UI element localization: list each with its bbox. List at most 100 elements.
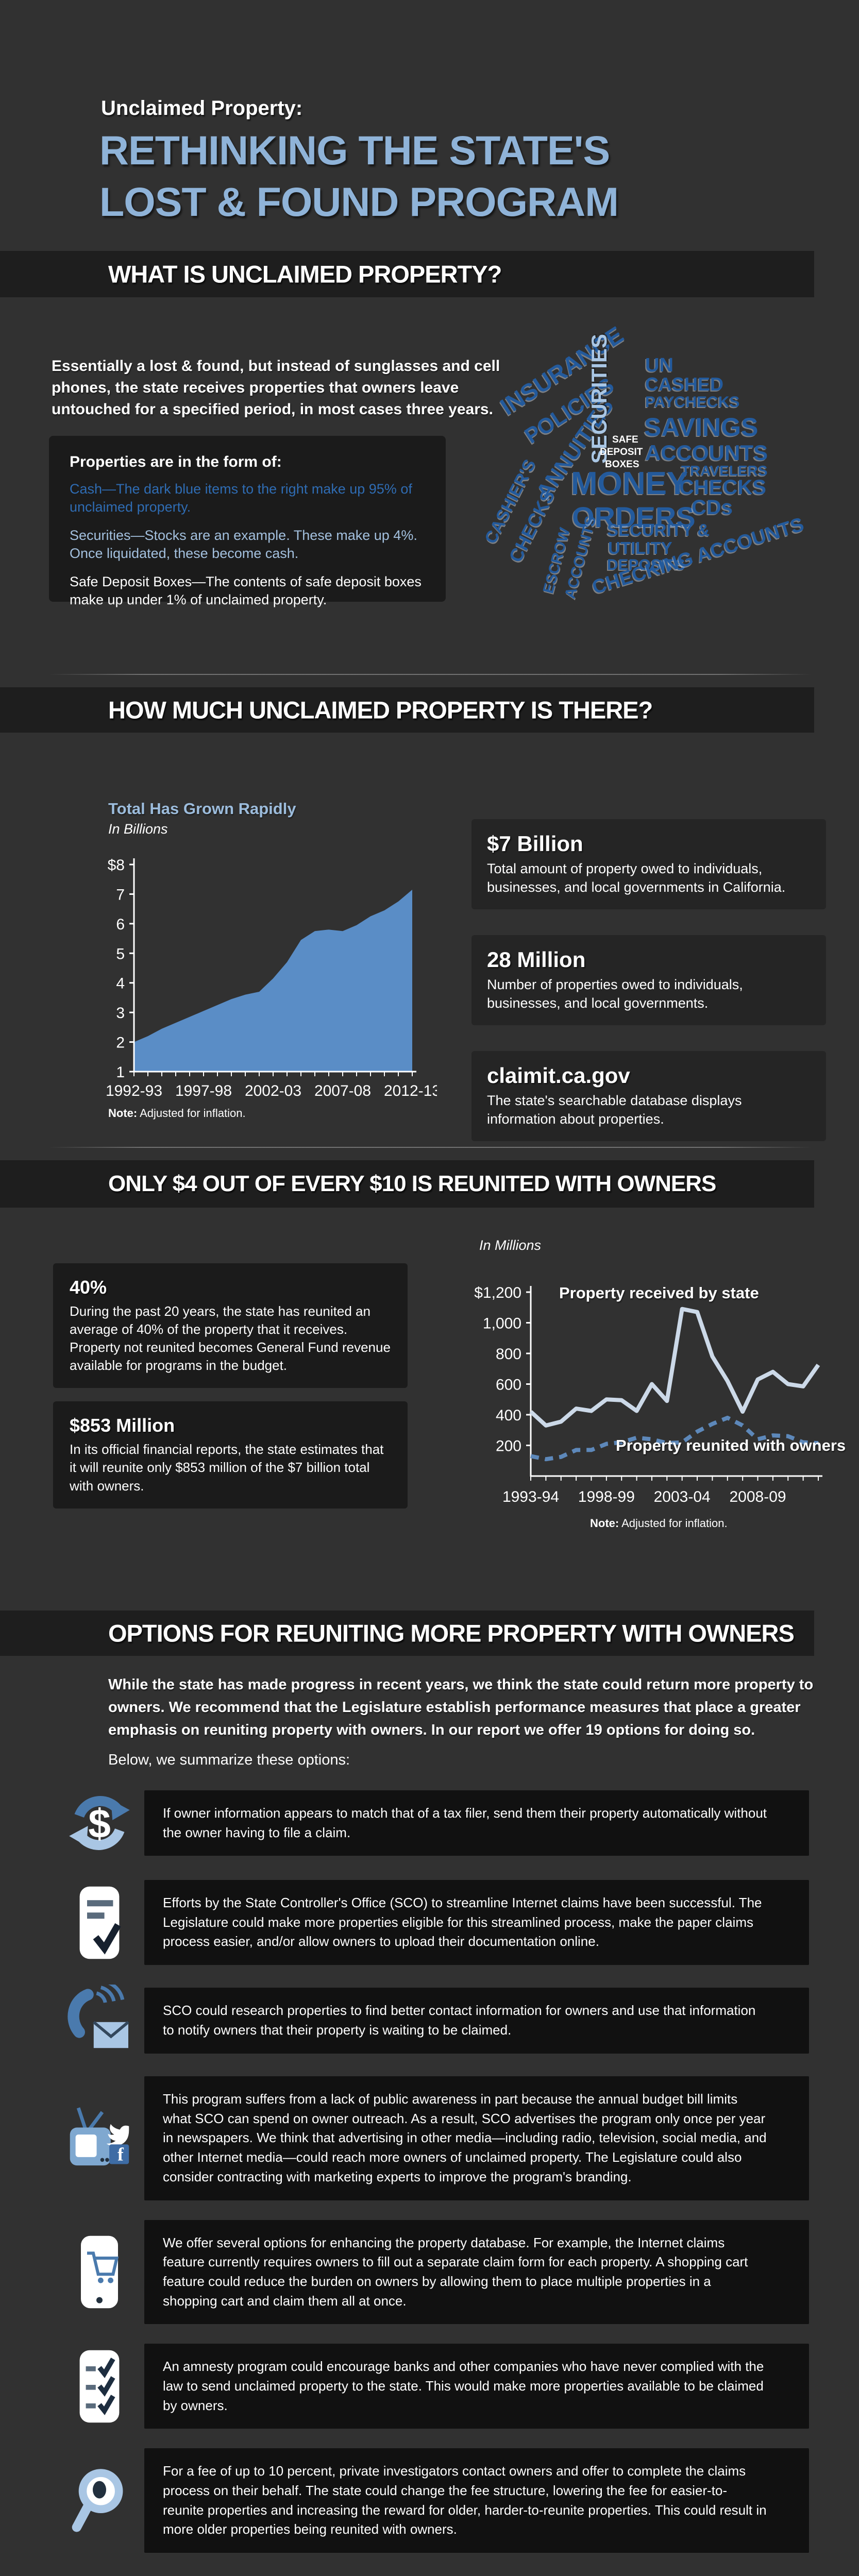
word-cloud-term: CDs: [692, 496, 733, 519]
section-heading-reunited: ONLY $4 OUT OF EVERY $10 IS REUNITED WIT…: [108, 1171, 716, 1196]
option-text: We offer several options for enhancing t…: [144, 2219, 809, 2325]
divider: [49, 1147, 812, 1148]
svg-text:5: 5: [116, 945, 125, 962]
svg-text:800: 800: [496, 1346, 521, 1363]
svg-text:3: 3: [116, 1005, 125, 1022]
stat-value: $7 Billion: [487, 832, 583, 856]
page-title-line1: RETHINKING THE STATE'S: [99, 127, 610, 173]
word-cloud-term: ORDERS: [572, 501, 696, 533]
shopping-cart-icon: [54, 2233, 144, 2311]
section-heading-how-much: HOW MUCH UNCLAIMED PROPERTY IS THERE?: [108, 696, 653, 724]
svg-text:2007-08: 2007-08: [314, 1082, 371, 1099]
legend-received: Property received by state: [559, 1284, 759, 1302]
stat-card-database: claimit.ca.gov The state's searchable da…: [471, 1050, 826, 1141]
svg-text:7: 7: [116, 886, 125, 903]
word-cloud-term: CASHED: [645, 374, 724, 395]
option-row: Efforts by the State Controller's Office…: [54, 1880, 809, 1965]
svg-text:1: 1: [116, 1064, 125, 1081]
svg-text:2: 2: [116, 1035, 125, 1052]
properties-safe-deposit-text: Safe Deposit Boxes—The contents of safe …: [70, 574, 422, 608]
page-title-line2: LOST & FOUND PROGRAM: [99, 179, 619, 225]
properties-box-heading: Properties are in the form of:: [70, 453, 282, 470]
section-band-reunited: ONLY $4 OUT OF EVERY $10 IS REUNITED WIT…: [0, 1160, 814, 1208]
properties-cash-text: Cash—The dark blue items to the right ma…: [70, 481, 412, 515]
what-intro-paragraph: Essentially a lost & found, but instead …: [52, 358, 500, 418]
word-cloud-term: BOXES: [605, 459, 639, 470]
options-intro-bold: While the state has made progress in rec…: [108, 1676, 814, 1739]
svg-text:$: $: [88, 1801, 111, 1846]
section-band-options: OPTIONS FOR REUNITING MORE PROPERTY WITH…: [0, 1611, 814, 1656]
stat-box-853m: $853 Million In its official financial r…: [53, 1401, 408, 1509]
svg-text:1998-99: 1998-99: [578, 1488, 635, 1505]
section-heading-what: WHAT IS UNCLAIMED PROPERTY?: [108, 260, 502, 288]
word-cloud-term: MONEY: [571, 466, 688, 501]
growth-chart-title: Total Has Grown Rapidly: [108, 800, 296, 818]
svg-text:600: 600: [496, 1377, 521, 1394]
svg-text:1993-94: 1993-94: [502, 1488, 559, 1505]
stat-value: claimit.ca.gov: [487, 1063, 630, 1088]
svg-text:$8: $8: [108, 857, 125, 874]
dollar-sync-icon: $: [54, 1786, 144, 1860]
word-cloud-term: SECURITY &: [607, 520, 710, 539]
word-cloud-term: SECURITIES: [587, 333, 611, 464]
note-label: Note:: [108, 1107, 138, 1120]
word-cloud-term: UN: [645, 354, 673, 376]
option-text: For a fee of up to 10 percent, private i…: [144, 2448, 809, 2553]
svg-text:2012-13: 2012-13: [384, 1082, 437, 1099]
section-band-what: WHAT IS UNCLAIMED PROPERTY?: [0, 251, 814, 297]
stat-box-40pct: 40% During the past 20 years, the state …: [53, 1263, 408, 1388]
amnesty-checklist-icon: [54, 2348, 144, 2425]
options-intro-normal: Below, we summarize these options:: [108, 1752, 350, 1769]
option-text: If owner information appears to match th…: [144, 1790, 809, 1856]
word-cloud-term: TRAVELERS: [681, 463, 768, 479]
stat-desc: Number of properties owed to individuals…: [487, 976, 743, 1011]
svg-text:6: 6: [116, 916, 125, 933]
word-cloud-term: SAVINGS: [644, 413, 759, 442]
divider: [49, 674, 812, 675]
option-row: SCO could research properties to find be…: [54, 1985, 809, 2057]
svg-text:200: 200: [496, 1438, 521, 1455]
stat-value: $853 Million: [70, 1415, 175, 1436]
word-cloud-term: CHECKS: [679, 476, 766, 499]
option-text: An amnesty program could encourage banks…: [144, 2344, 809, 2429]
section-heading-options: OPTIONS FOR REUNITING MORE PROPERTY WITH…: [108, 1619, 795, 1647]
svg-text:2002-03: 2002-03: [245, 1082, 301, 1099]
tv-social-media-icon: f: [54, 2099, 144, 2177]
reunited-chart-note: Note: Adjusted for inflation.: [590, 1517, 728, 1530]
legend-reunited: Property reunited with owners: [616, 1436, 846, 1454]
options-list: $ If owner information appears to match …: [54, 1786, 809, 2572]
reunited-lines-chart: $1,200 1,000 800 600 400 200 1993-94 1998-99 200…: [474, 1284, 822, 1505]
stat-card-total: $7 Billion Total amount of property owed…: [471, 819, 826, 909]
options-intro: While the state has made progress in rec…: [108, 1673, 830, 1771]
word-cloud-term: ACCOUNTS: [645, 440, 768, 465]
option-text: This program suffers from a lack of publ…: [144, 2076, 809, 2200]
section-band-how-much: HOW MUCH UNCLAIMED PROPERTY IS THERE?: [0, 687, 814, 733]
reunite-stat-boxes: 40% During the past 20 years, the state …: [53, 1263, 408, 1522]
stat-desc: During the past 20 years, the state has …: [70, 1303, 391, 1374]
option-text: SCO could research properties to find be…: [144, 1988, 809, 2054]
word-cloud-term: PAYCHECKS: [645, 394, 740, 411]
properties-form-box: Properties are in the form of: Cash—The …: [49, 436, 446, 607]
option-row: An amnesty program could encourage banks…: [54, 2344, 809, 2429]
reunited-chart-units: In Millions: [479, 1238, 542, 1253]
svg-text:1997-98: 1997-98: [175, 1082, 232, 1099]
stat-value: 40%: [70, 1277, 107, 1298]
option-text: Efforts by the State Controller's Office…: [144, 1880, 809, 1965]
phone-mail-icon: [54, 1985, 144, 2057]
option-row: For a fee of up to 10 percent, private i…: [54, 2448, 809, 2553]
option-row: We offer several options for enhancing t…: [54, 2219, 809, 2325]
word-cloud-term: SAFE: [612, 434, 638, 445]
stat-desc: In its official financial reports, the s…: [70, 1442, 384, 1494]
svg-text:400: 400: [496, 1407, 521, 1424]
option-row: $ If owner information appears to match …: [54, 1786, 809, 1860]
growth-chart-units: In Billions: [108, 821, 168, 837]
word-cloud-term: DEPOSITS: [607, 556, 685, 573]
svg-text:$1,200: $1,200: [474, 1284, 521, 1301]
stat-desc: The state's searchable database displays…: [487, 1092, 742, 1127]
word-cloud: INSURANCE POLICIES ANNUITIES CASHIER'S CHECK…: [481, 309, 859, 670]
note-text: Adjusted for inflation.: [619, 1517, 728, 1530]
properties-securities-text: Securities—Stocks are an example. These …: [70, 528, 417, 562]
svg-text:2008-09: 2008-09: [729, 1488, 786, 1505]
claim-form-icon: [54, 1884, 144, 1961]
